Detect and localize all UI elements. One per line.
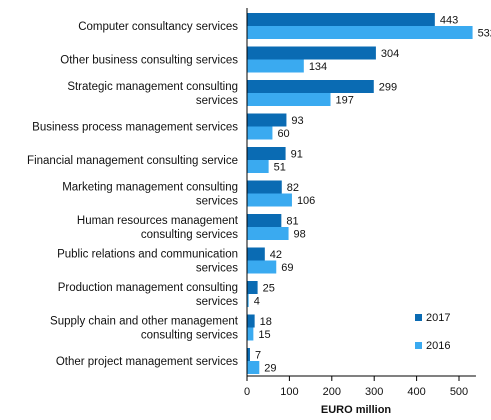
value-label-2017-5: 82	[287, 182, 299, 194]
value-label-2016-7: 69	[281, 262, 293, 274]
bar-2017-10	[247, 348, 250, 361]
bar-2016-6	[247, 227, 289, 240]
value-label-2017-6: 81	[286, 216, 298, 228]
bar-2016-1	[247, 59, 304, 73]
value-label-2016-8: 4	[254, 296, 260, 308]
legend-label-2017: 2017	[426, 312, 450, 324]
category-label-10-0: Other project management services	[56, 356, 238, 368]
category-label-8-1: services	[196, 296, 238, 308]
category-labels: Computer consultancy services Other busin…	[27, 21, 239, 368]
category-label-2-0: Strategic management consulting	[67, 81, 238, 93]
category-label-9-1: consulting services	[141, 330, 238, 342]
bar-2017-7	[247, 247, 265, 261]
bar-2016-7	[247, 260, 277, 274]
bar-2017-3	[247, 113, 287, 127]
category-label-6-1: consulting services	[141, 229, 238, 241]
x-axis-title: EURO million	[321, 404, 392, 416]
value-label-2017-7: 42	[270, 249, 282, 261]
value-label-2017-2: 299	[379, 82, 397, 94]
category-label-3-0: Business process management services	[32, 122, 238, 134]
value-label-2016-6: 98	[294, 229, 306, 241]
category-label-7-1: services	[196, 263, 238, 275]
legend-swatch-2016	[415, 342, 422, 349]
legend-label-2016: 2016	[426, 340, 450, 352]
category-label-5-0: Marketing management consulting	[62, 182, 238, 194]
value-label-2016-3: 60	[277, 128, 289, 140]
value-label-2016-10: 29	[264, 363, 276, 375]
value-label-2017-0: 443	[440, 15, 458, 27]
value-label-2016-2: 197	[336, 95, 354, 107]
category-label-4-0: Financial management consulting service	[27, 155, 238, 167]
x-tick-label-200: 200	[323, 386, 341, 398]
x-tick-label-0: 0	[244, 386, 250, 398]
category-label-8-0: Production management consulting	[58, 282, 238, 294]
bar-2017-2	[247, 80, 374, 93]
category-label-1-0: Other business consulting services	[60, 55, 238, 67]
value-label-2017-9: 18	[260, 316, 272, 328]
bar-2016-0	[247, 26, 473, 39]
x-axis: 0 100 200 300 400 500	[244, 375, 476, 398]
bar-2016-10	[247, 361, 260, 374]
bar-2017-4	[247, 147, 286, 160]
bar-2016-8	[247, 294, 249, 307]
legend: 2017 2016	[415, 312, 450, 352]
bar-2017-1	[247, 46, 376, 60]
bar-2017-5	[247, 180, 282, 194]
bar-2016-2	[247, 93, 331, 106]
value-label-2017-4: 91	[291, 149, 303, 161]
value-label-2016-5: 106	[297, 195, 315, 207]
x-tick-label-300: 300	[365, 386, 383, 398]
value-label-2017-1: 304	[381, 48, 399, 60]
value-label-2016-9: 15	[258, 329, 270, 341]
bar-2017-8	[247, 281, 258, 294]
value-label-2016-0: 532	[478, 28, 491, 40]
bar-2016-9	[247, 327, 254, 341]
bar-2016-3	[247, 126, 273, 140]
bar-2017-6	[247, 214, 282, 227]
x-tick-label-500: 500	[450, 386, 468, 398]
bar-2016-4	[247, 160, 269, 173]
value-label-2017-8: 25	[263, 283, 275, 295]
value-label-2017-3: 93	[291, 115, 303, 127]
bar-2017-0	[247, 13, 435, 26]
category-label-6-0: Human resources management	[77, 215, 239, 227]
value-label-2016-1: 134	[309, 61, 327, 73]
category-label-0-0: Computer consultancy services	[78, 21, 238, 33]
bar-2016-5	[247, 193, 292, 207]
x-tick-label-400: 400	[407, 386, 425, 398]
legend-swatch-2017	[415, 314, 422, 321]
x-tick-label-100: 100	[280, 386, 298, 398]
category-label-2-1: services	[196, 95, 238, 107]
category-label-7-0: Public relations and communication	[57, 249, 238, 261]
bar-2017-9	[247, 314, 255, 328]
value-label-2017-10: 7	[255, 350, 261, 362]
bars-group	[247, 13, 473, 374]
value-label-2016-4: 51	[274, 162, 286, 174]
category-label-5-1: services	[196, 196, 238, 208]
category-label-9-0: Supply chain and other management	[50, 316, 239, 328]
